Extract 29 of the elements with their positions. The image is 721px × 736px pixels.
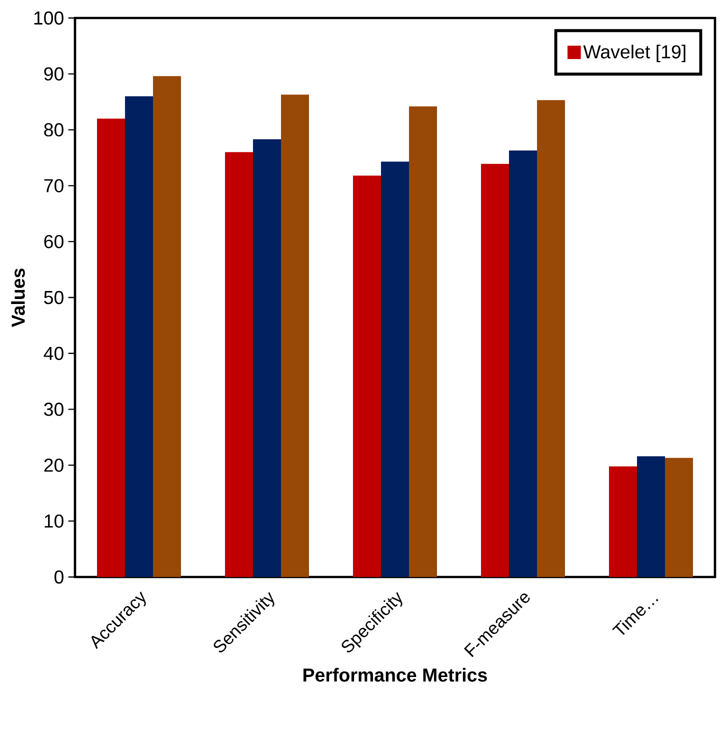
bar xyxy=(480,164,509,577)
bar xyxy=(636,456,665,577)
bar xyxy=(380,162,409,577)
y-tick-label: 10 xyxy=(44,514,64,528)
y-tick-label: 90 xyxy=(44,67,64,81)
y-tick-label: 50 xyxy=(44,290,64,304)
bar xyxy=(280,94,309,577)
bar xyxy=(608,466,637,577)
bar xyxy=(508,150,537,577)
y-tick-label: 70 xyxy=(44,179,64,192)
bar xyxy=(124,96,153,577)
y-tick-label: 30 xyxy=(44,402,64,416)
y-tick-label: 40 xyxy=(44,346,64,360)
bar xyxy=(152,76,181,577)
bar xyxy=(408,106,437,577)
y-axis-title: Values xyxy=(11,268,25,328)
y-tick-label: 0 xyxy=(54,570,64,584)
bar xyxy=(97,118,125,577)
legend-label: Wavelet [19] xyxy=(583,44,686,62)
bar xyxy=(536,100,565,577)
y-tick-label: 100 xyxy=(34,11,64,25)
bar xyxy=(664,458,693,577)
y-tick-label: 60 xyxy=(44,234,64,248)
bar xyxy=(225,152,253,577)
bar xyxy=(252,139,281,577)
bar xyxy=(352,176,381,577)
x-axis-title: Performance Metrics xyxy=(304,668,487,682)
y-tick-label: 20 xyxy=(44,458,64,472)
y-tick-label: 80 xyxy=(44,123,64,136)
